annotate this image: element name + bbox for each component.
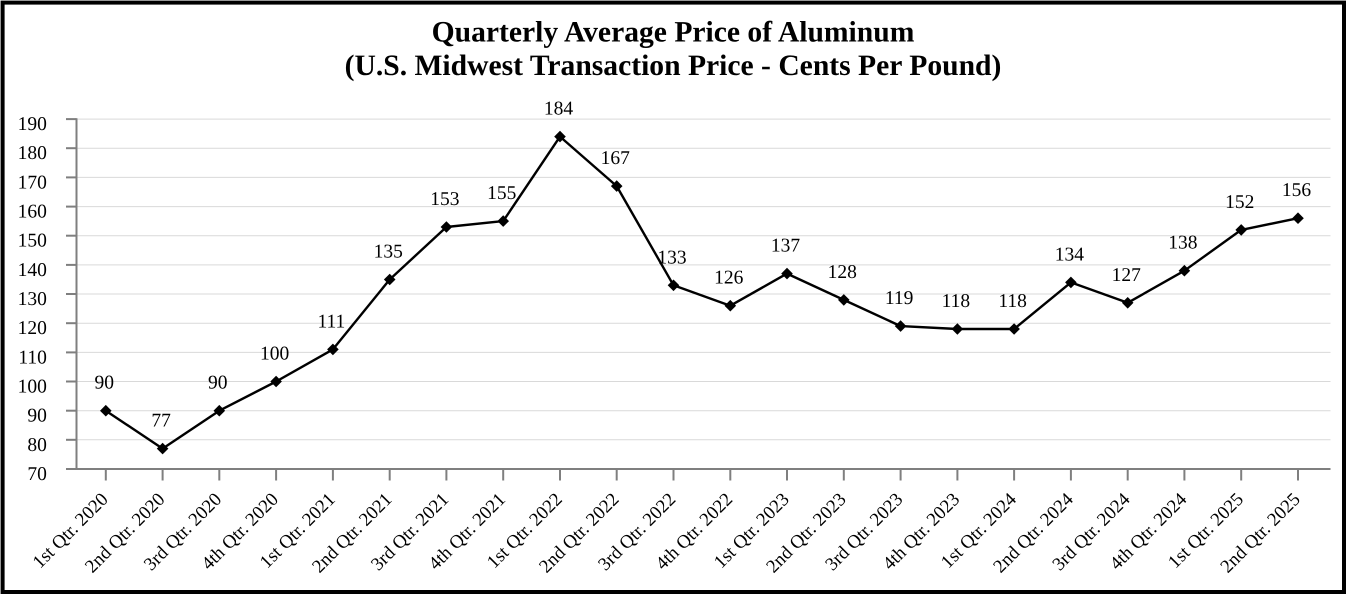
svg-text:119: 119 [885,288,914,309]
svg-text:120: 120 [18,318,47,339]
svg-text:77: 77 [151,411,171,432]
svg-text:127: 127 [1112,265,1142,286]
svg-text:(U.S. Midwest Transaction Pric: (U.S. Midwest Transaction Price - Cents … [345,50,1002,82]
svg-text:153: 153 [430,189,459,210]
svg-text:138: 138 [1168,233,1197,254]
svg-text:155: 155 [487,183,516,204]
svg-text:137: 137 [771,236,801,257]
svg-text:100: 100 [260,344,289,365]
svg-text:190: 190 [18,114,47,135]
svg-text:118: 118 [998,291,1027,312]
svg-text:160: 160 [18,202,47,223]
svg-text:126: 126 [714,268,744,289]
svg-text:80: 80 [27,435,47,456]
svg-text:167: 167 [601,148,631,169]
svg-text:133: 133 [657,247,686,268]
svg-text:110: 110 [18,347,47,368]
svg-text:130: 130 [18,289,47,310]
svg-text:100: 100 [18,377,47,398]
svg-text:184: 184 [544,99,574,120]
svg-text:111: 111 [317,311,345,332]
svg-text:140: 140 [18,260,47,281]
svg-text:90: 90 [27,406,47,427]
svg-text:156: 156 [1282,180,1312,201]
svg-text:90: 90 [208,373,228,394]
svg-text:Quarterly Average Price of Alu: Quarterly Average Price of Aluminum [432,17,915,49]
svg-text:128: 128 [828,262,857,283]
svg-text:150: 150 [18,231,47,252]
svg-text:152: 152 [1225,192,1254,213]
svg-text:180: 180 [18,143,47,164]
svg-text:170: 170 [18,172,47,193]
svg-text:134: 134 [1055,244,1085,265]
svg-text:70: 70 [27,464,47,485]
svg-text:135: 135 [374,242,403,263]
svg-text:118: 118 [942,291,971,312]
svg-text:90: 90 [95,373,115,394]
